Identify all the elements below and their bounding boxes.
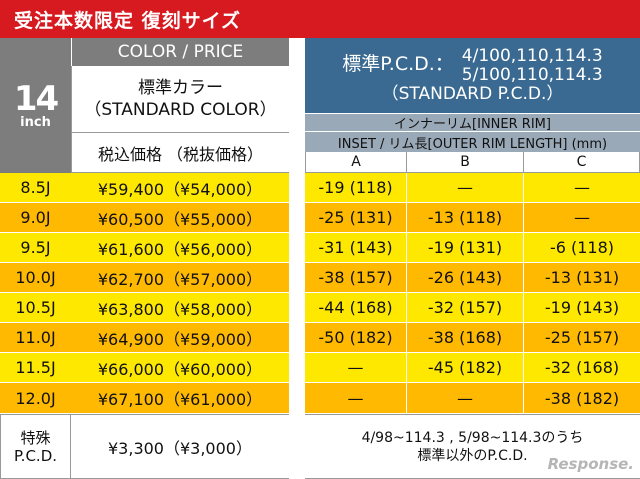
table-row: 12.0J ¥67,100（¥61,000） — — -38 (182)	[0, 383, 640, 414]
price-cell: ¥60,500（¥55,000）	[71, 203, 289, 233]
price-cell: ¥62,700（¥57,000）	[71, 263, 289, 293]
inset-a-cell: —	[305, 353, 406, 383]
table-row: 11.5J ¥66,000（¥60,000） — -45 (182) -32 (…	[0, 353, 640, 383]
size-cell: 10.5J	[0, 293, 71, 323]
inset-a-cell: -50 (182)	[305, 323, 406, 353]
inset-c-cell: —	[523, 203, 640, 233]
table-row: 11.0J ¥64,900（¥59,000） -50 (182) -38 (16…	[0, 323, 640, 353]
color-price-header: COLOR / PRICE	[71, 38, 289, 66]
price-cell: ¥61,600（¥56,000）	[71, 233, 289, 263]
price-header: 税込価格 （税抜価格）	[71, 133, 289, 173]
special-label-jp: 特殊	[20, 428, 51, 447]
pcd-values-5hole: 5/100,110,114.3	[461, 65, 603, 85]
special-pcd-price: ¥3,300（¥3,000）	[71, 414, 289, 479]
price-cell: ¥66,000（¥60,000）	[71, 353, 289, 383]
special-pcd-note: 4/98~114.3 , 5/98~114.3のうち 標準以外のP.C.D.	[305, 414, 640, 479]
inset-a-cell: —	[305, 383, 406, 414]
size-cell: 8.5J	[0, 173, 71, 203]
standard-color-sub: （STANDARD COLOR）	[84, 100, 277, 120]
pcd-values: 4/100,110,114.3 5/100,110,114.3	[462, 47, 603, 85]
inner-rim-header: インナーリム[INNER RIM]	[305, 113, 640, 132]
title-banner: 受注本数限定 復刻サイズ	[0, 0, 640, 38]
watermark-logo: Response.	[547, 455, 634, 473]
inset-a-cell: -25 (131)	[305, 203, 406, 233]
table-row: 8.5J ¥59,400（¥54,000） -19 (118) — —	[0, 173, 640, 203]
size-cell: 11.5J	[0, 353, 71, 383]
table-row: 10.0J ¥62,700（¥57,000） -38 (157) -26 (14…	[0, 263, 640, 293]
special-note-line2: 標準以外のP.C.D.	[417, 447, 528, 464]
inset-b-cell: -32 (157)	[406, 293, 523, 323]
inset-c-cell: -38 (182)	[523, 383, 640, 414]
inset-a-cell: -31 (143)	[305, 233, 406, 263]
pcd-values-row: 標準P.C.D.： 4/100,110,114.3 5/100,110,114.…	[305, 47, 640, 85]
banner-text: 受注本数限定 復刻サイズ	[14, 10, 242, 32]
inset-b-cell: —	[406, 383, 523, 414]
size-header: 14 inch	[0, 38, 71, 173]
inset-b-cell: -38 (168)	[406, 323, 523, 353]
inset-c-cell: -25 (157)	[523, 323, 640, 353]
special-label-en: P.C.D.	[13, 446, 58, 465]
pcd-label: 標準P.C.D.：	[342, 53, 454, 75]
inset-c-cell: -6 (118)	[523, 233, 640, 263]
inset-b-cell: -19 (131)	[406, 233, 523, 263]
size-cell: 9.5J	[0, 233, 71, 263]
inset-c-cell: -13 (131)	[523, 263, 640, 293]
inset-a-cell: -44 (168)	[305, 293, 406, 323]
column-header-a: A	[305, 152, 406, 173]
inset-b-cell: -13 (118)	[406, 203, 523, 233]
size-cell: 9.0J	[0, 203, 71, 233]
inset-b-cell: -45 (182)	[406, 353, 523, 383]
price-cell: ¥67,100（¥61,000）	[71, 383, 289, 414]
size-cell: 10.0J	[0, 263, 71, 293]
pcd-subtitle: （STANDARD P.C.D.）	[381, 84, 564, 104]
size-unit: inch	[20, 114, 51, 130]
column-header-c: C	[523, 152, 640, 173]
price-cell: ¥64,900（¥59,000）	[71, 323, 289, 353]
inset-a-cell: -38 (157)	[305, 263, 406, 293]
inset-c-cell: -19 (143)	[523, 293, 640, 323]
special-pcd-label: 特殊 P.C.D.	[0, 414, 71, 479]
special-note-line1: 4/98~114.3 , 5/98~114.3のうち	[361, 429, 584, 446]
table-row: 10.5J ¥63,800（¥58,000） -44 (168) -32 (15…	[0, 293, 640, 323]
table-row: 9.0J ¥60,500（¥55,000） -25 (131) -13 (118…	[0, 203, 640, 233]
size-number: 14	[13, 78, 59, 119]
pcd-values-4hole: 4/100,110,114.3	[461, 46, 603, 66]
inset-b-cell: -26 (143)	[406, 263, 523, 293]
size-cell: 12.0J	[0, 383, 71, 414]
inset-header: INSET / リム長[OUTER RIM LENGTH] (mm)	[305, 131, 640, 152]
standard-color-label: 標準カラー	[138, 78, 223, 98]
column-header-b: B	[406, 152, 523, 173]
pcd-header: 標準P.C.D.： 4/100,110,114.3 5/100,110,114.…	[305, 38, 640, 113]
inset-a-cell: -19 (118)	[305, 173, 406, 203]
price-cell: ¥59,400（¥54,000）	[71, 173, 289, 203]
table-row: 9.5J ¥61,600（¥56,000） -31 (143) -19 (131…	[0, 233, 640, 263]
standard-color-cell: 標準カラー （STANDARD COLOR）	[71, 66, 289, 133]
inset-c-cell: -32 (168)	[523, 353, 640, 383]
size-cell: 11.0J	[0, 323, 71, 353]
inset-b-cell: —	[406, 173, 523, 203]
price-cell: ¥63,800（¥58,000）	[71, 293, 289, 323]
inset-c-cell: —	[523, 173, 640, 203]
